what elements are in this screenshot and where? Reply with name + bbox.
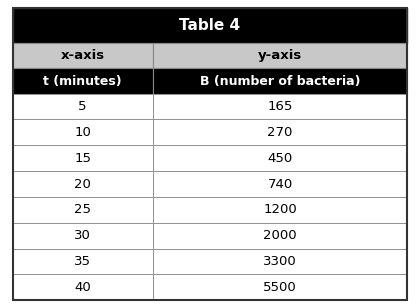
Text: 740: 740 <box>268 177 293 191</box>
Text: 3300: 3300 <box>263 255 297 268</box>
Bar <box>13 197 153 223</box>
Text: 15: 15 <box>74 152 91 165</box>
Text: 35: 35 <box>74 255 91 268</box>
Bar <box>153 68 407 94</box>
Text: t (minutes): t (minutes) <box>43 75 122 87</box>
Text: 270: 270 <box>268 126 293 139</box>
Bar <box>13 94 153 120</box>
Text: 5500: 5500 <box>263 281 297 294</box>
Text: 20: 20 <box>74 177 91 191</box>
Bar <box>153 223 407 249</box>
Text: 5: 5 <box>79 100 87 113</box>
Bar <box>13 145 153 171</box>
Text: 1200: 1200 <box>263 203 297 217</box>
Bar <box>13 68 153 94</box>
Text: 40: 40 <box>74 281 91 294</box>
Text: 2000: 2000 <box>263 229 297 242</box>
Bar <box>13 249 153 274</box>
Bar <box>13 171 153 197</box>
Text: Table 4: Table 4 <box>179 18 241 33</box>
Bar <box>153 94 407 120</box>
Text: 450: 450 <box>268 152 293 165</box>
Bar <box>13 120 153 145</box>
Text: y-axis: y-axis <box>258 49 302 62</box>
Text: 10: 10 <box>74 126 91 139</box>
Text: 165: 165 <box>268 100 293 113</box>
Text: 25: 25 <box>74 203 91 217</box>
Text: B (number of bacteria): B (number of bacteria) <box>200 75 360 87</box>
Bar <box>153 145 407 171</box>
Bar <box>13 274 153 300</box>
Bar <box>153 197 407 223</box>
Bar <box>13 43 153 68</box>
Bar <box>13 8 407 43</box>
Bar <box>153 43 407 68</box>
Text: x-axis: x-axis <box>60 49 105 62</box>
Bar <box>153 171 407 197</box>
Bar <box>153 120 407 145</box>
Bar <box>153 274 407 300</box>
Text: 30: 30 <box>74 229 91 242</box>
Bar <box>13 223 153 249</box>
Bar <box>153 249 407 274</box>
